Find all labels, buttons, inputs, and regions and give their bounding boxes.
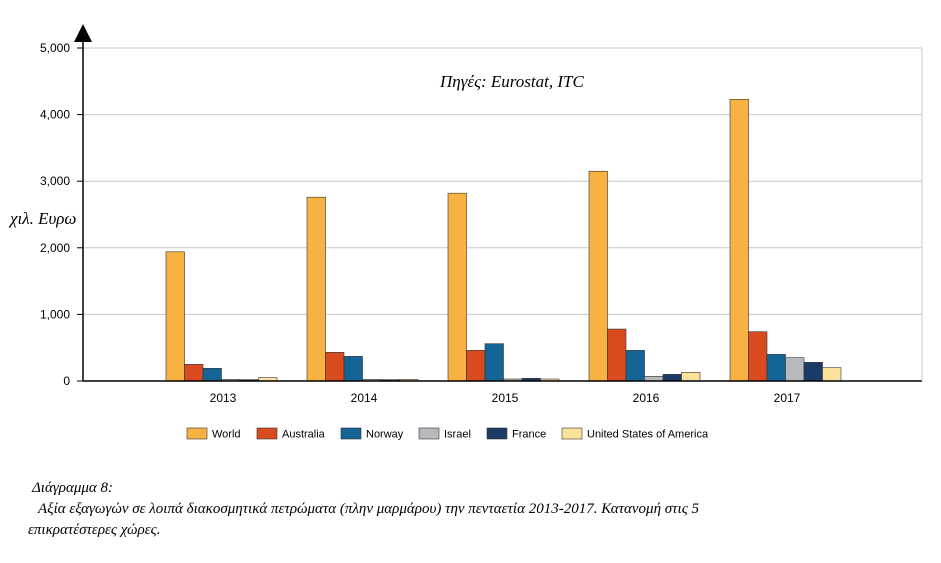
x-tick-label: 2017 (774, 391, 801, 405)
legend-label: Israel (444, 429, 471, 441)
bar-norway-2015 (484, 343, 504, 382)
bar-world-2015 (447, 192, 467, 382)
legend-label: Norway (366, 429, 404, 441)
caption-line-1: Αξία εξαγωγών σε λοιπά διακοσμητικά πετρ… (38, 501, 700, 517)
bar-world-2014 (306, 196, 326, 382)
y-tick-label: 3,000 (40, 174, 70, 188)
y-axis-label: χιλ. Ευρω (8, 209, 76, 228)
bar-norway-2014 (343, 356, 363, 382)
legend-swatch (418, 427, 440, 440)
legend-label: Australia (282, 429, 326, 441)
axes (74, 24, 923, 382)
bar-norway-2016 (625, 350, 645, 382)
bar-world-2017 (729, 98, 749, 382)
legend-swatch (561, 427, 583, 440)
x-tick-label: 2016 (633, 391, 660, 405)
bar-australia-2017 (748, 331, 768, 382)
caption-line-2: επικρατέστερες χώρες. (28, 522, 161, 538)
legend: World Australia Norway Israel France United S… (186, 427, 709, 441)
y-tick-label: 4,000 (40, 108, 70, 122)
bar-norway-2013 (202, 368, 222, 382)
bar-world-2016 (588, 170, 608, 382)
legend-swatch (186, 427, 208, 440)
bar-australia-2016 (607, 328, 627, 382)
legend-label: France (512, 429, 546, 441)
y-tick-labels: 0 1,000 2,000 3,000 4,000 5,000 (40, 41, 70, 388)
bar-france-2016 (662, 374, 682, 382)
x-tick-label: 2013 (210, 391, 237, 405)
bar-world-2013 (165, 251, 185, 382)
x-tick-labels: 2013 2014 2015 2016 2017 (210, 391, 801, 405)
y-tick-label: 5,000 (40, 41, 70, 55)
bar-united-states-of-america-2017 (822, 367, 842, 382)
x-tick-label: 2014 (351, 391, 378, 405)
x-tick-label: 2015 (492, 391, 519, 405)
bar-norway-2017 (766, 354, 786, 382)
legend-label: World (212, 429, 241, 441)
bar-france-2017 (803, 362, 823, 382)
bar-australia-2013 (184, 364, 204, 382)
bar-australia-2015 (466, 350, 486, 382)
bar-australia-2014 (325, 352, 345, 382)
bar-israel-2017 (785, 357, 805, 382)
chart-title: Πηγές: Eurostat, ITC (439, 72, 584, 91)
figure-caption: Διάγραμμα 8: Αξία εξαγωγών σε λοιπά διακ… (28, 478, 928, 541)
bar-united-states-of-america-2016 (681, 372, 701, 382)
y-tick-label: 1,000 (40, 307, 70, 321)
legend-swatch (486, 427, 508, 440)
bars (165, 98, 842, 382)
legend-label: United States of America (587, 429, 709, 441)
y-tick-label: 2,000 (40, 241, 70, 255)
y-tick-label: 0 (63, 374, 70, 388)
y-axis-arrow-icon (74, 24, 92, 42)
legend-swatch (256, 427, 278, 440)
gridlines (77, 47, 922, 382)
caption-title: Διάγραμμα 8: (32, 480, 114, 496)
legend-swatch (340, 427, 362, 440)
